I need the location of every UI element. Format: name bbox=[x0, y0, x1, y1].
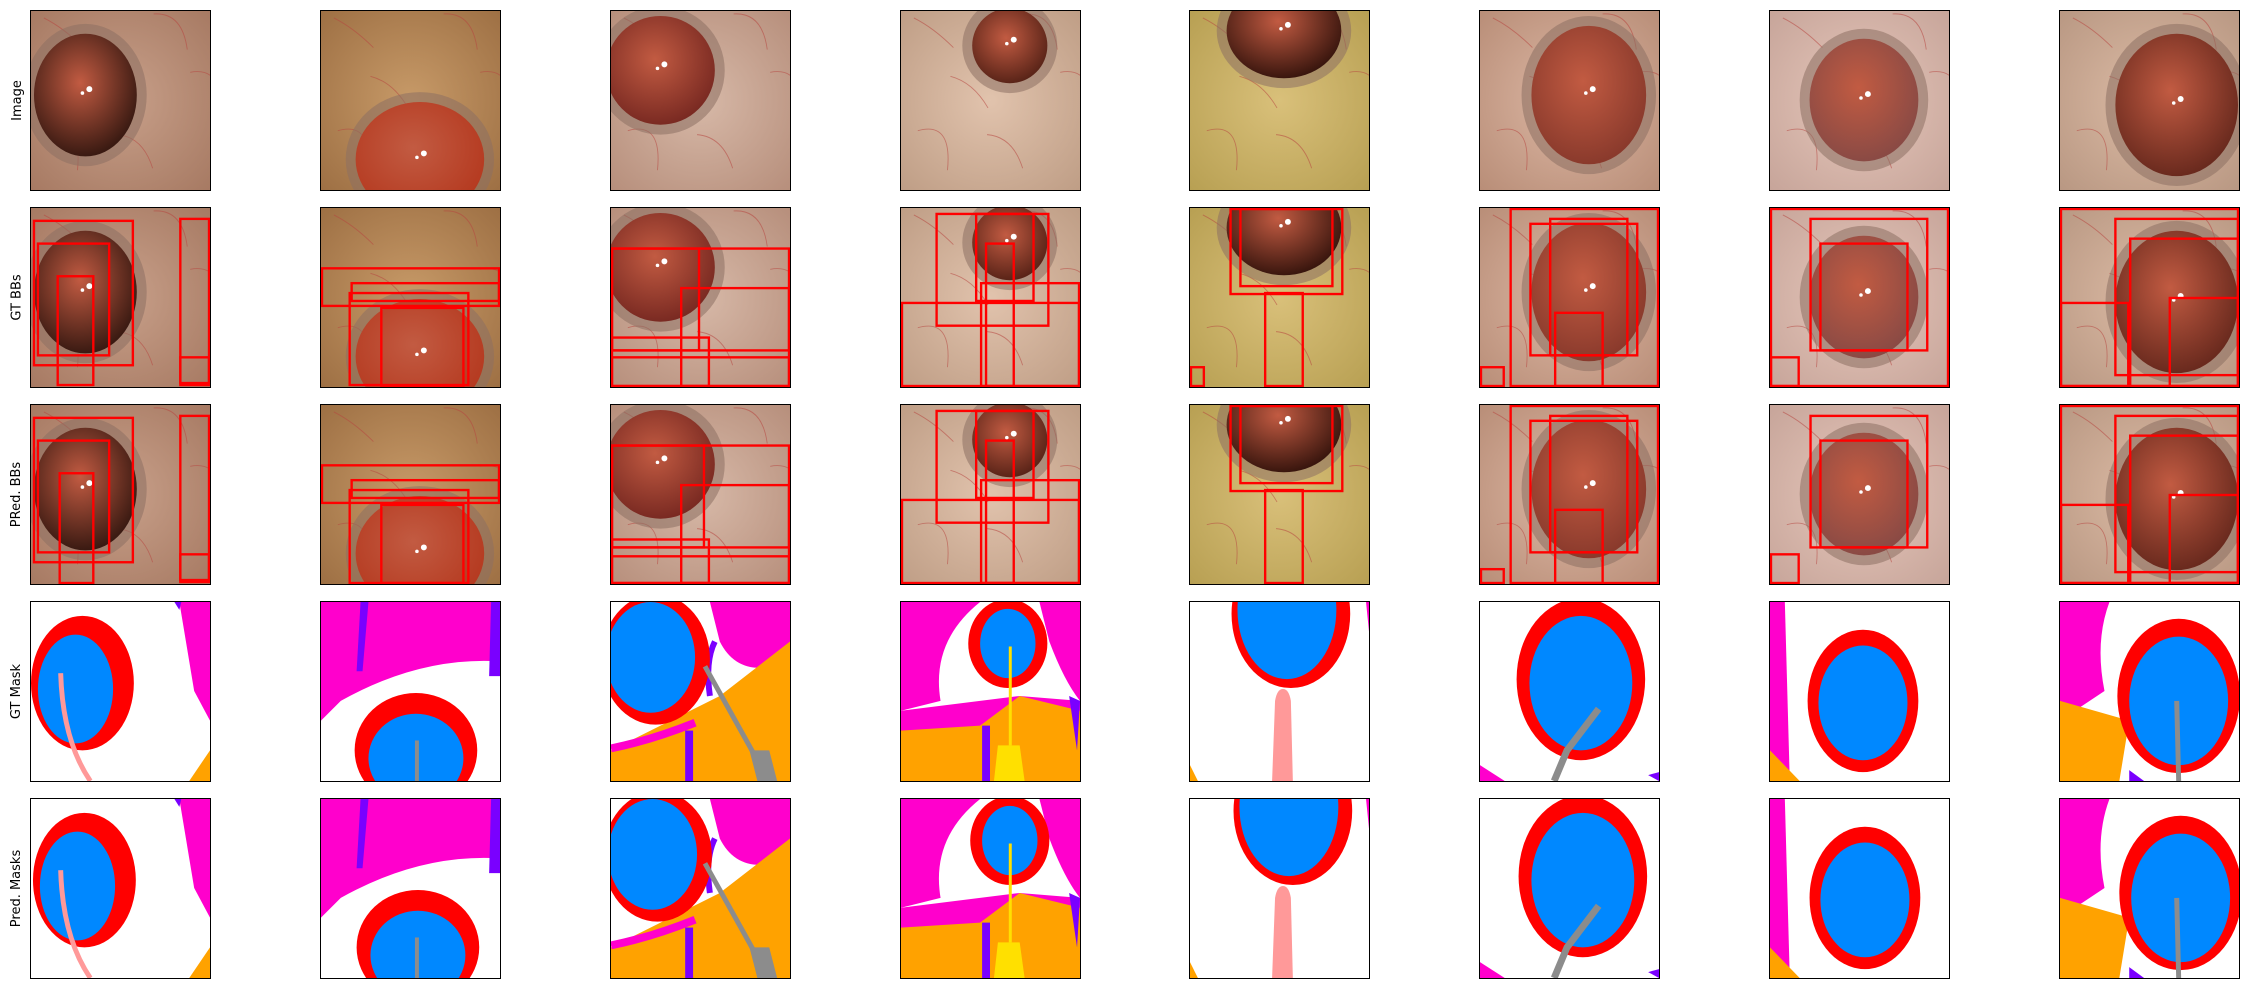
gt-mask-graphic bbox=[1190, 602, 1369, 781]
gt-mask-tile-7 bbox=[1769, 601, 1950, 782]
gt-mask-tile-8 bbox=[2059, 601, 2240, 782]
gt-bbs-graphic bbox=[321, 208, 500, 387]
pred-mask-tile-3 bbox=[610, 798, 791, 979]
gt-mask-graphic bbox=[901, 602, 1080, 781]
pred-bbs-graphic bbox=[1770, 405, 1949, 584]
gt-mask-graphic bbox=[1480, 602, 1659, 781]
pred-bbs-tile-7 bbox=[1769, 404, 1950, 585]
pred-mask-tile-1 bbox=[30, 798, 211, 979]
gt-mask-tile-2 bbox=[320, 601, 501, 782]
gt-mask-tile-5 bbox=[1189, 601, 1370, 782]
pred-mask-tile-5 bbox=[1189, 798, 1370, 979]
gt-bbs-graphic bbox=[901, 208, 1080, 387]
pred-mask-graphic bbox=[321, 799, 500, 978]
image-graphic bbox=[1480, 11, 1659, 190]
pred-mask-graphic bbox=[611, 799, 790, 978]
gt-mask-graphic bbox=[2060, 602, 2239, 781]
pred-bbs-tile-5 bbox=[1189, 404, 1370, 585]
pred-bbs-tile-4 bbox=[900, 404, 1081, 585]
gt-bbs-graphic bbox=[31, 208, 210, 387]
pred-mask-graphic bbox=[31, 799, 210, 978]
pred-bbs-graphic bbox=[321, 405, 500, 584]
image-tile-2 bbox=[320, 10, 501, 191]
pred-mask-tile-8 bbox=[2059, 798, 2240, 979]
image-tile-5 bbox=[1189, 10, 1370, 191]
image-tile-1 bbox=[30, 10, 211, 191]
pred-bbs-tile-6 bbox=[1479, 404, 1660, 585]
pred-mask-graphic bbox=[1770, 799, 1949, 978]
pred-bbs-graphic bbox=[901, 405, 1080, 584]
pred-mask-tile-4 bbox=[900, 798, 1081, 979]
image-tile-7 bbox=[1769, 10, 1950, 191]
pred-mask-tile-6 bbox=[1479, 798, 1660, 979]
gt-mask-graphic bbox=[31, 602, 210, 781]
image-graphic bbox=[901, 11, 1080, 190]
gt-mask-tile-3 bbox=[610, 601, 791, 782]
image-graphic bbox=[611, 11, 790, 190]
gt-bbs-graphic bbox=[1770, 208, 1949, 387]
pred-mask-graphic bbox=[1190, 799, 1369, 978]
pred-mask-tile-2 bbox=[320, 798, 501, 979]
gt-bbs-tile-1 bbox=[30, 207, 211, 388]
row-label-image: Image bbox=[9, 80, 25, 121]
image-tile-4 bbox=[900, 10, 1081, 191]
pred-mask-graphic bbox=[2060, 799, 2239, 978]
gt-bbs-tile-3 bbox=[610, 207, 791, 388]
pred-bbs-tile-1 bbox=[30, 404, 211, 585]
row-label-gt-mask: GT Mask bbox=[9, 663, 25, 720]
gt-bbs-graphic bbox=[611, 208, 790, 387]
row-label-pred-bbs: PRed. BBs bbox=[9, 461, 25, 528]
row-label-pred-masks: Pred. Masks bbox=[9, 849, 25, 928]
image-tile-6 bbox=[1479, 10, 1660, 191]
pred-bbs-graphic bbox=[31, 405, 210, 584]
image-graphic bbox=[321, 11, 500, 190]
gt-mask-tile-4 bbox=[900, 601, 1081, 782]
gt-bbs-tile-8 bbox=[2059, 207, 2240, 388]
gt-bbs-graphic bbox=[2060, 208, 2239, 387]
pred-bbs-graphic bbox=[1480, 405, 1659, 584]
pred-bbs-tile-8 bbox=[2059, 404, 2240, 585]
pred-mask-graphic bbox=[1480, 799, 1659, 978]
gt-mask-graphic bbox=[321, 602, 500, 781]
gt-mask-graphic bbox=[611, 602, 790, 781]
gt-mask-tile-1 bbox=[30, 601, 211, 782]
gt-bbs-tile-4 bbox=[900, 207, 1081, 388]
image-graphic bbox=[1770, 11, 1949, 190]
gt-bbs-tile-6 bbox=[1479, 207, 1660, 388]
gt-bbs-tile-7 bbox=[1769, 207, 1950, 388]
pred-bbs-graphic bbox=[2060, 405, 2239, 584]
row-label-gt-bbs: GT BBs bbox=[9, 274, 25, 321]
pred-bbs-graphic bbox=[611, 405, 790, 584]
gt-bbs-graphic bbox=[1190, 208, 1369, 387]
gt-mask-tile-6 bbox=[1479, 601, 1660, 782]
pred-bbs-tile-3 bbox=[610, 404, 791, 585]
pred-bbs-tile-2 bbox=[320, 404, 501, 585]
gt-mask-graphic bbox=[1770, 602, 1949, 781]
gt-bbs-tile-2 bbox=[320, 207, 501, 388]
pred-mask-tile-7 bbox=[1769, 798, 1950, 979]
image-graphic bbox=[2060, 11, 2239, 190]
image-tile-3 bbox=[610, 10, 791, 191]
pred-bbs-graphic bbox=[1190, 405, 1369, 584]
gt-bbs-graphic bbox=[1480, 208, 1659, 387]
gt-bbs-tile-5 bbox=[1189, 207, 1370, 388]
image-tile-8 bbox=[2059, 10, 2240, 191]
pred-mask-graphic bbox=[901, 799, 1080, 978]
image-graphic bbox=[1190, 11, 1369, 190]
image-graphic bbox=[31, 11, 210, 190]
